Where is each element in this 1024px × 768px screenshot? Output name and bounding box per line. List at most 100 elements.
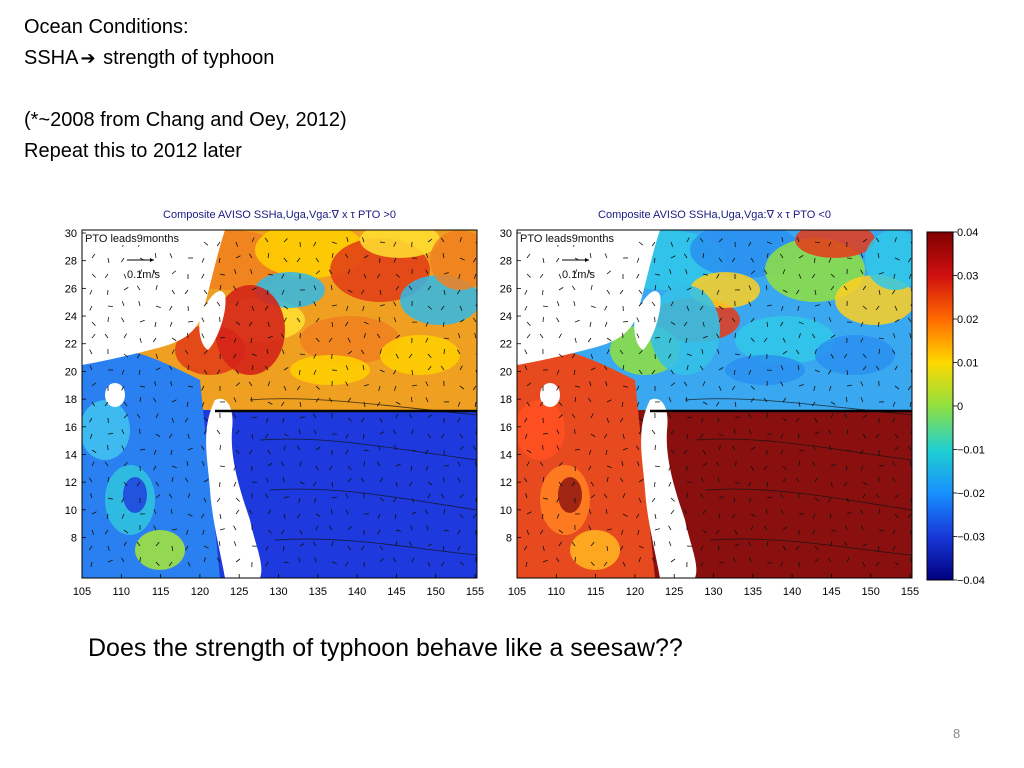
x-tick-label: 110 (548, 586, 566, 598)
ssh-anomaly-field (517, 230, 912, 578)
x-tick-label: 150 (862, 586, 880, 598)
y-tick-label: 20 (65, 366, 77, 378)
heading-blank-line (24, 74, 347, 105)
y-tick-label: 10 (65, 505, 77, 517)
velocity-vectors (523, 236, 912, 568)
colorbar-tick-label: −0.01 (957, 445, 985, 457)
colorbar-tick-label: 0.03 (957, 271, 978, 283)
philippines-land (206, 398, 262, 578)
colorbar-tick-label: −0.03 (957, 532, 985, 544)
map-svg: Composite AVISO SSHa,Uga,Vga:∇ x τ PTO <… (500, 209, 919, 598)
map-panel-pto-negative: Composite AVISO SSHa,Uga,Vga:∇ x τ PTO <… (485, 200, 925, 605)
colorbar-tick-label: −0.02 (957, 488, 985, 500)
y-tick-label: 26 (65, 283, 77, 295)
x-tick-label: 140 (783, 586, 801, 598)
colorbar-legend: 0.04 0.03 0.02 0.01 0 −0.01 −0.02 −0.03 −0.04 (915, 222, 995, 592)
y-tick-label: 30 (65, 228, 77, 240)
x-tick-label: 120 (626, 586, 644, 598)
taiwan-land (199, 291, 226, 350)
y-tick-label: 28 (65, 256, 77, 268)
y-tick-label: 18 (500, 394, 512, 406)
plot-frame (81, 229, 478, 579)
x-tick-label: 120 (191, 586, 209, 598)
x-tick-label: 105 (508, 586, 526, 598)
anomaly-blob (795, 230, 875, 258)
ssha-label: SSHA (24, 47, 79, 69)
x-tick-label: 135 (744, 586, 762, 598)
anomaly-blob (300, 316, 400, 364)
y-tick-label: 26 (500, 283, 512, 295)
colorbar-tick-label: 0.01 (957, 358, 978, 370)
colorbar-tick-label: 0 (957, 401, 963, 413)
x-tick-label: 125 (230, 586, 248, 598)
hainan-land (540, 383, 560, 407)
y-tick-label: 8 (71, 533, 77, 545)
anomaly-blob (430, 230, 477, 290)
y-tick-label: 18 (65, 394, 77, 406)
anomaly-blob (815, 335, 895, 375)
y-tick-label: 24 (65, 311, 77, 323)
china-coast-land (82, 230, 225, 365)
y-tick-label: 28 (500, 256, 512, 268)
heading-line-repeat: Repeat this to 2012 later (24, 140, 242, 162)
heading-line-ssha: SSHA ➔ strength of typhoon (24, 43, 347, 74)
x-tick-label: 105 (73, 586, 91, 598)
x-tick-label: 150 (427, 586, 445, 598)
taiwan-land (634, 291, 661, 350)
map-svg: Composite AVISO SSHa,Uga,Vga:∇ x τ PTO >… (65, 209, 484, 598)
y-tick-label: 12 (65, 477, 77, 489)
hainan-land (105, 383, 125, 407)
x-tick-label: 155 (466, 586, 484, 598)
right-arrow-icon: ➔ (80, 48, 96, 69)
y-tick-label: 30 (500, 228, 512, 240)
y-tick-label: 8 (506, 533, 512, 545)
y-tick-label: 14 (500, 449, 512, 461)
x-tick-label: 115 (587, 586, 605, 598)
china-coast-land (517, 230, 660, 365)
anomaly-blob (380, 335, 460, 375)
slide-heading: Ocean Conditions: SSHA ➔ strength of typh… (24, 12, 347, 167)
x-tick-label: 140 (348, 586, 366, 598)
anomaly-blob (290, 355, 370, 385)
y-tick-label: 24 (500, 311, 512, 323)
velocity-vectors (88, 236, 477, 568)
lead-label: PTO leads9months (85, 233, 179, 245)
panel-title: Composite AVISO SSHa,Uga,Vga:∇ x τ PTO <… (598, 209, 831, 221)
x-tick-label: 135 (309, 586, 327, 598)
heading-line-citation: (*~2008 from Chang and Oey, 2012) (24, 109, 347, 131)
anomaly-blob (735, 316, 835, 364)
scale-label: 0.1m/s (127, 269, 161, 281)
x-tick-label: 130 (269, 586, 287, 598)
strength-label: strength of typhoon (97, 47, 275, 69)
anomaly-blob (725, 355, 805, 385)
colorbar-gradient (926, 231, 954, 581)
x-tick-label: 145 (387, 586, 405, 598)
y-tick-label: 22 (65, 339, 77, 351)
y-tick-label: 16 (500, 422, 512, 434)
colorbar-tick-label: −0.04 (957, 575, 985, 587)
scale-label: 0.1m/s (562, 269, 596, 281)
y-tick-label: 20 (500, 366, 512, 378)
plot-frame (516, 229, 913, 579)
page-number: 8 (953, 726, 961, 741)
question-text: Does the strength of typhoon behave like… (88, 634, 683, 662)
y-tick-label: 14 (65, 449, 77, 461)
y-tick-label: 12 (500, 477, 512, 489)
colorbar-tick-label: 0.04 (957, 227, 978, 239)
x-tick-label: 125 (665, 586, 683, 598)
ssh-anomaly-field (82, 230, 477, 578)
lead-label: PTO leads9months (520, 233, 614, 245)
y-tick-label: 22 (500, 339, 512, 351)
y-tick-label: 10 (500, 505, 512, 517)
anomaly-blob (360, 230, 440, 258)
x-tick-label: 130 (704, 586, 722, 598)
x-tick-label: 155 (901, 586, 919, 598)
panel-title: Composite AVISO SSHa,Uga,Vga:∇ x τ PTO >… (163, 209, 396, 221)
x-tick-label: 115 (152, 586, 170, 598)
philippines-land (641, 398, 697, 578)
anomaly-blob (865, 230, 912, 290)
heading-line-ocean-conditions: Ocean Conditions: (24, 16, 189, 38)
x-tick-label: 110 (113, 586, 131, 598)
map-panel-pto-positive: Composite AVISO SSHa,Uga,Vga:∇ x τ PTO >… (50, 200, 490, 605)
x-tick-label: 145 (822, 586, 840, 598)
